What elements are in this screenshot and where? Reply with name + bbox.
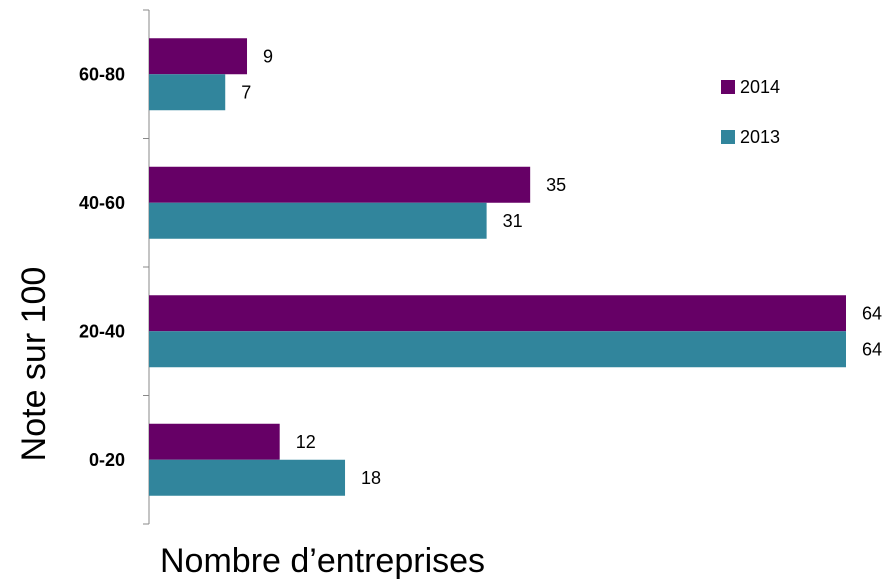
labels: 0-20 12 18 20-40 64 64 40-60 35 31 60-80 97 — [79, 46, 882, 488]
data-label: 64 — [862, 339, 882, 359]
category-label: 40-60 — [79, 193, 125, 213]
data-label: 64 — [862, 303, 882, 323]
bar-2013 — [149, 459, 346, 496]
data-label: 9 — [263, 46, 273, 66]
data-label: 35 — [546, 175, 566, 195]
legend-swatch — [721, 130, 735, 144]
data-label: 12 — [296, 432, 316, 452]
data-label: 7 — [241, 82, 251, 102]
y-axis — [143, 9, 150, 525]
bar-2014 — [149, 166, 531, 203]
bar-2013 — [149, 331, 846, 368]
bar-2014 — [149, 295, 846, 332]
legend: 2014 2013 — [721, 77, 780, 147]
bar-2014 — [149, 38, 248, 75]
legend-swatch — [721, 80, 735, 94]
bar-2013 — [149, 202, 487, 239]
bars — [149, 38, 846, 496]
legend-label: 2013 — [740, 127, 780, 147]
data-label: 31 — [503, 211, 523, 231]
data-label: 18 — [361, 468, 381, 488]
bar-2013 — [149, 74, 226, 111]
x-axis-title: Nombre d’entreprises — [160, 542, 485, 580]
category-label: 20-40 — [79, 321, 125, 341]
category-label: 60-80 — [79, 64, 125, 84]
bar-2014 — [149, 423, 280, 460]
legend-label: 2014 — [740, 77, 780, 97]
y-axis-title: Note sur 100 — [15, 267, 53, 462]
category-label: 0-20 — [89, 450, 125, 470]
